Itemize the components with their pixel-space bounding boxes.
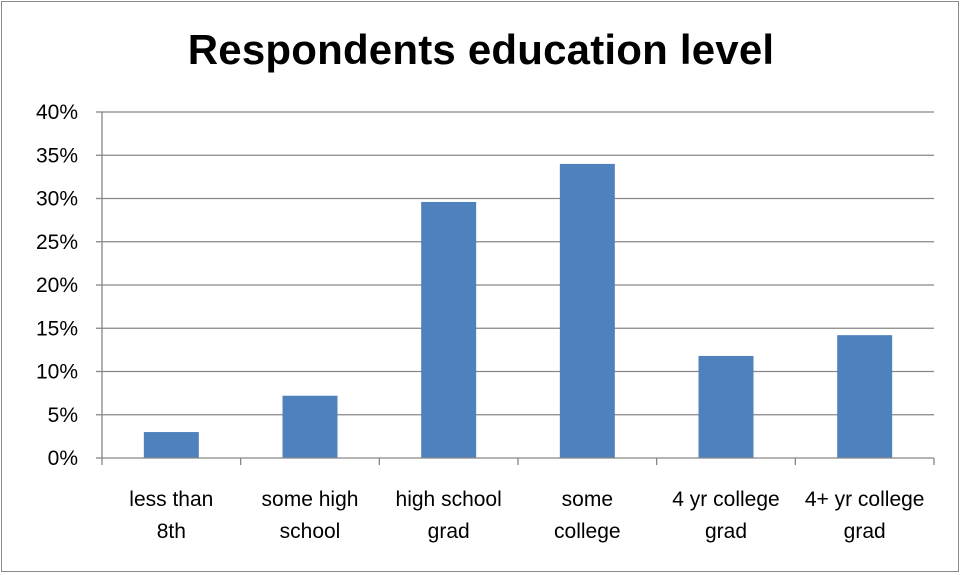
y-tick-labels: 0% 5% 10% 15% 20% 25% 30% 35% 40% <box>36 101 78 470</box>
chart-title: Respondents education level <box>187 26 775 73</box>
bars <box>143 163 893 458</box>
bar-5 <box>837 335 893 458</box>
x-category-label-0-line-0: less than <box>129 488 213 511</box>
bar-2 <box>421 201 477 458</box>
x-category-label-3-line-1: college <box>554 520 621 543</box>
bar-4 <box>698 355 754 458</box>
x-category-label-2-line-0: high school <box>396 488 502 511</box>
x-category-label-2-line-1: grad <box>428 520 470 543</box>
x-category-label-4-line-0: 4 yr college <box>672 488 779 511</box>
y-tick-label-6: 30% <box>36 188 78 211</box>
bar-3 <box>559 163 615 458</box>
y-tick-label-0: 0% <box>48 447 78 470</box>
x-category-label-1-line-1: school <box>280 520 341 543</box>
y-tick-label-7: 35% <box>36 144 78 167</box>
bar-1 <box>282 395 338 458</box>
gridlines <box>102 111 934 416</box>
y-tick-label-5: 25% <box>36 231 78 254</box>
x-category-labels: less than 8th some high school high school gr… <box>129 488 924 543</box>
x-category-label-5-line-0: 4+ yr college <box>805 488 925 511</box>
y-tick-label-4: 20% <box>36 274 78 297</box>
x-category-label-5-line-1: grad <box>844 520 886 543</box>
y-tick-label-2: 10% <box>36 361 78 384</box>
y-tick-label-3: 15% <box>36 317 78 340</box>
y-tick-label-1: 5% <box>48 404 78 427</box>
x-category-label-0-line-1: 8th <box>157 520 186 543</box>
axes <box>96 111 935 465</box>
y-tick-label-8: 40% <box>36 101 78 124</box>
x-category-label-3-line-0: some <box>562 488 613 511</box>
x-category-label-4-line-1: grad <box>705 520 747 543</box>
bar-0 <box>143 432 199 458</box>
x-category-label-1-line-0: some high <box>262 488 359 511</box>
